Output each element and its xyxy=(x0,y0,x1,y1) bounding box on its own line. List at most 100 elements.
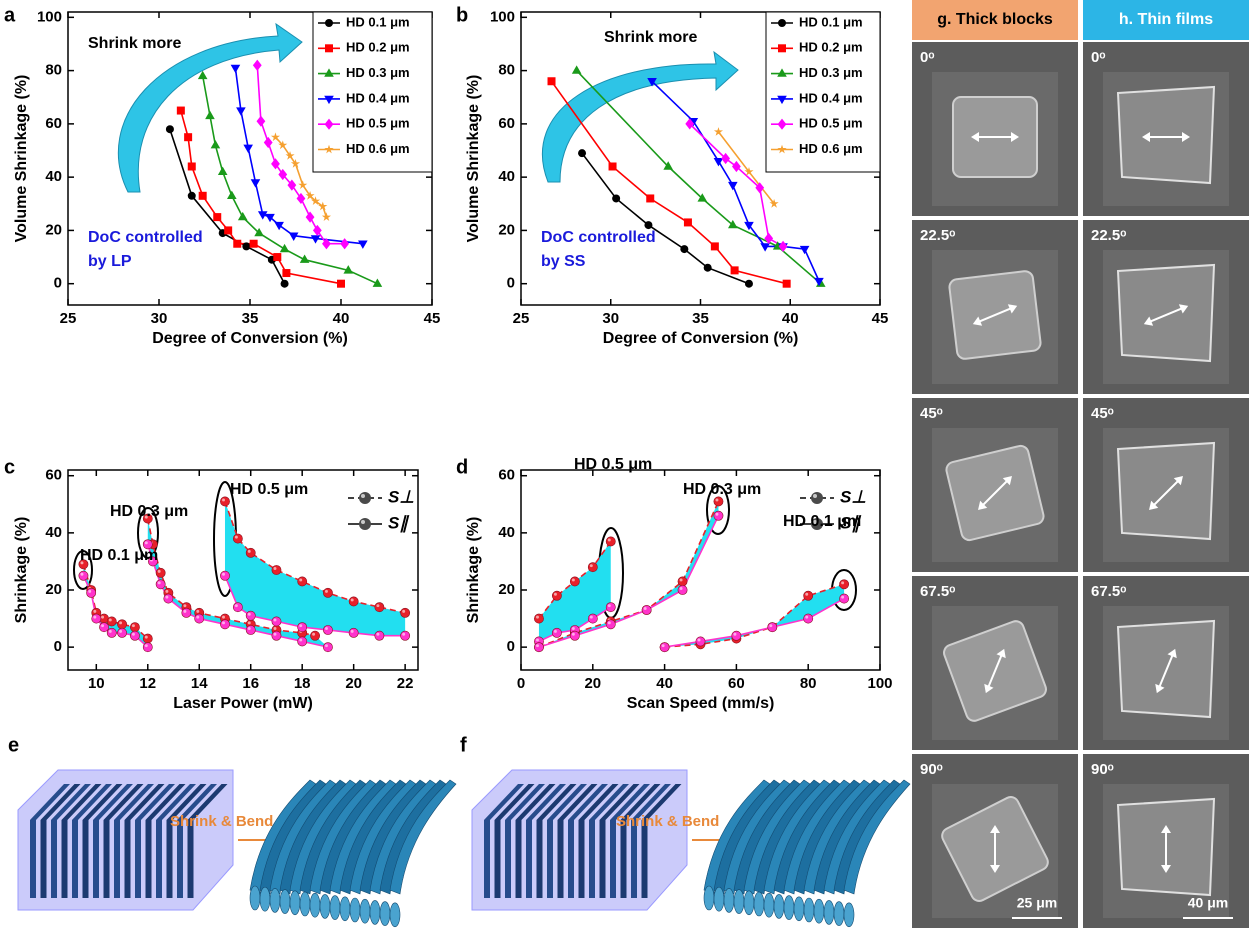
marker xyxy=(117,628,126,637)
legend-label: HD 0.3 μm xyxy=(346,65,410,80)
annotation: DoC controlled xyxy=(88,229,203,246)
annotation: Shrink more xyxy=(604,29,697,46)
marker xyxy=(778,19,786,27)
marker xyxy=(92,614,101,623)
angle-label: 45ᵒ xyxy=(920,405,943,422)
x-tick-label: 12 xyxy=(139,675,156,692)
marker-highlight xyxy=(145,644,148,647)
marker xyxy=(272,565,281,574)
panel-letter: b xyxy=(456,4,468,26)
marker xyxy=(760,243,770,251)
marker xyxy=(728,182,738,190)
fin-end xyxy=(280,890,290,914)
marker xyxy=(572,65,582,73)
fin-end xyxy=(380,902,390,926)
y-axis-label: Volume Shrinkage (%) xyxy=(13,75,30,243)
marker xyxy=(755,182,764,193)
fin-end xyxy=(300,892,310,916)
marker-highlight xyxy=(841,581,844,584)
marker xyxy=(220,571,229,580)
specimen xyxy=(1118,87,1214,183)
marker xyxy=(213,213,221,221)
marker-highlight xyxy=(248,627,251,630)
marker xyxy=(298,577,307,586)
marker-highlight xyxy=(183,604,186,607)
marker-highlight xyxy=(608,621,611,624)
legend-marker-highlight xyxy=(361,494,365,498)
fin-end xyxy=(704,886,714,910)
y-tick-label: 0 xyxy=(507,638,515,655)
fin-end xyxy=(754,892,764,916)
x-tick-label: 20 xyxy=(584,675,601,692)
y-tick-label: 0 xyxy=(54,275,62,292)
y-tick-label: 0 xyxy=(54,638,62,655)
marker xyxy=(87,588,96,597)
legend-marker-highlight xyxy=(361,520,365,524)
marker-highlight xyxy=(698,638,701,641)
y-tick-label: 20 xyxy=(45,221,62,238)
marker xyxy=(130,623,139,632)
x-tick-label: 80 xyxy=(800,675,817,692)
y-tick-label: 80 xyxy=(498,62,515,79)
fin-end xyxy=(824,900,834,924)
marker xyxy=(349,628,358,637)
y-tick-label: 20 xyxy=(45,581,62,598)
x-tick-label: 60 xyxy=(728,675,745,692)
legend-label: HD 0.4 μm xyxy=(346,90,410,105)
marker-highlight xyxy=(325,590,328,593)
marker xyxy=(714,511,723,520)
marker xyxy=(375,603,384,612)
legend-marker xyxy=(811,492,823,504)
marker xyxy=(534,643,543,652)
marker xyxy=(322,212,331,221)
marker xyxy=(220,620,229,629)
legend-label: HD 0.6 μm xyxy=(799,141,863,156)
marker xyxy=(184,133,192,141)
marker-highlight xyxy=(274,567,277,570)
marker xyxy=(117,620,126,629)
x-tick-label: 30 xyxy=(151,310,168,327)
marker xyxy=(242,242,250,250)
marker-highlight xyxy=(196,616,199,619)
marker-highlight xyxy=(222,621,225,624)
x-axis-label: Laser Power (mW) xyxy=(173,695,313,712)
legend-label: HD 0.4 μm xyxy=(799,90,863,105)
marker xyxy=(606,603,615,612)
fin-end xyxy=(270,888,280,912)
marker-highlight xyxy=(805,616,808,619)
marker xyxy=(250,240,258,248)
angle-label: 0ᵒ xyxy=(920,49,935,66)
marker xyxy=(678,585,687,594)
marker-highlight xyxy=(716,513,719,516)
marker xyxy=(731,266,739,274)
legend-label: HD 0.2 μm xyxy=(346,40,410,55)
marker xyxy=(243,145,253,153)
x-tick-label: 100 xyxy=(867,675,892,692)
marker xyxy=(236,107,246,115)
x-tick-label: 0 xyxy=(517,675,525,692)
marker-highlight xyxy=(299,624,302,627)
marker xyxy=(534,614,543,623)
y-axis-label: Shrinkage (%) xyxy=(13,517,30,624)
fin-end xyxy=(804,898,814,922)
fin-end xyxy=(734,890,744,914)
marker xyxy=(282,269,290,277)
y-tick-label: 60 xyxy=(45,467,62,484)
scale-bar-label: 40 μm xyxy=(1188,895,1228,911)
marker-highlight xyxy=(680,578,683,581)
marker xyxy=(107,617,116,626)
panel-letter: a xyxy=(4,4,16,26)
marker xyxy=(732,631,741,640)
panel-letter: d xyxy=(456,456,468,478)
marker xyxy=(839,594,848,603)
y-tick-label: 0 xyxy=(507,275,515,292)
specimen xyxy=(1118,265,1214,361)
marker xyxy=(711,242,719,250)
marker xyxy=(642,605,651,614)
marker xyxy=(246,548,255,557)
marker xyxy=(764,233,773,244)
marker-highlight xyxy=(325,644,328,647)
y-tick-label: 60 xyxy=(498,467,515,484)
series-line xyxy=(170,129,285,284)
fin-end xyxy=(834,902,844,926)
